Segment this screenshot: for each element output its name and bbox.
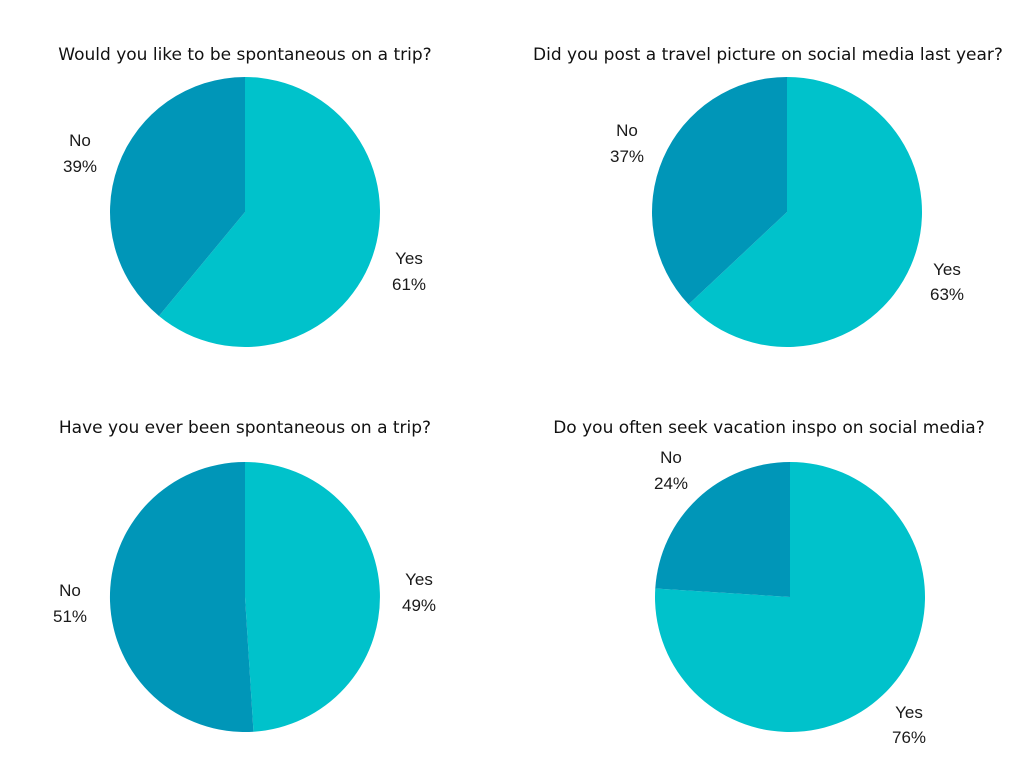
slice-label-yes: Yes xyxy=(933,260,961,279)
slice-value-no: 51% xyxy=(53,607,87,626)
pie-slice-no xyxy=(110,77,245,317)
pie-slice-no xyxy=(655,462,790,597)
pie-slice-yes xyxy=(688,77,923,347)
slice-label-yes: Yes xyxy=(395,249,423,268)
slice-value-no: 24% xyxy=(654,474,688,493)
slice-value-yes: 63% xyxy=(930,285,964,304)
slice-value-no: 39% xyxy=(63,157,97,176)
slice-value-no: 37% xyxy=(610,147,644,166)
chart-title: Would you like to be spontaneous on a tr… xyxy=(58,45,431,65)
chart-title: Did you post a travel picture on social … xyxy=(533,45,1003,65)
slice-label-yes: Yes xyxy=(405,570,433,589)
slice-value-yes: 76% xyxy=(892,728,926,747)
slice-label-no: No xyxy=(660,448,682,467)
slice-label-no: No xyxy=(69,131,91,150)
pie-slice-yes xyxy=(158,77,381,347)
slice-value-yes: 61% xyxy=(392,275,426,294)
slice-value-yes: 49% xyxy=(402,596,436,615)
slice-label-yes: Yes xyxy=(895,703,923,722)
slice-label-no: No xyxy=(616,121,638,140)
pie-chart-4: Do you often seek vacation inspo on soci… xyxy=(553,418,985,747)
chart-title: Do you often seek vacation inspo on soci… xyxy=(553,418,985,438)
pie-chart-1: Would you like to be spontaneous on a tr… xyxy=(58,45,432,347)
pie-chart-2: Did you post a travel picture on social … xyxy=(533,45,1003,347)
chart-title: Have you ever been spontaneous on a trip… xyxy=(59,418,431,438)
pie-slice-no xyxy=(652,77,787,305)
slice-label-no: No xyxy=(59,581,81,600)
pie-slice-no xyxy=(109,462,254,732)
pie-slice-yes xyxy=(245,462,380,732)
pie-slice-yes xyxy=(655,462,926,732)
pie-chart-3: Have you ever been spontaneous on a trip… xyxy=(53,418,436,732)
